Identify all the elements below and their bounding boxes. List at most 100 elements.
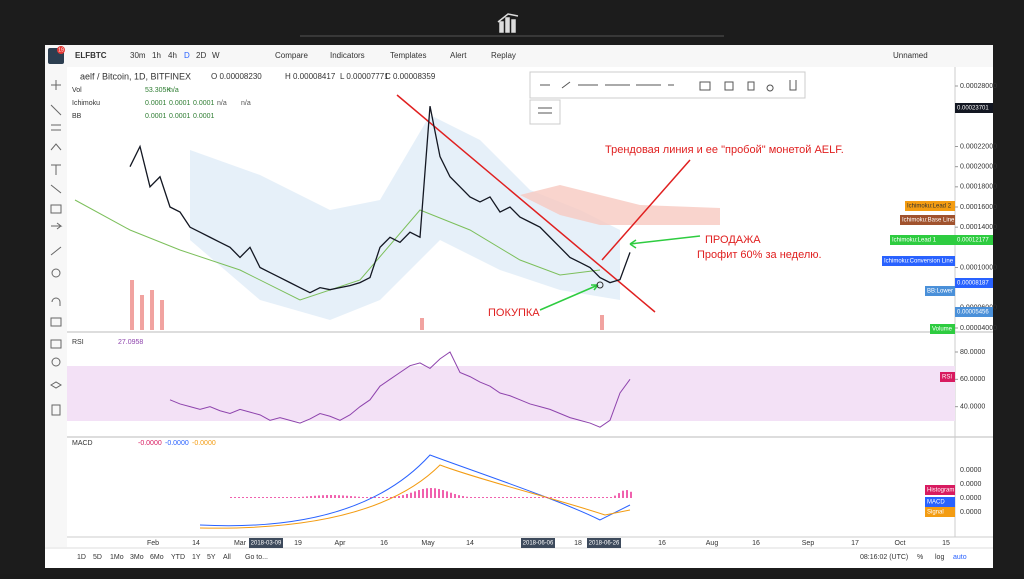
tool-icons (50, 80, 63, 416)
histogram-bar (234, 497, 236, 498)
price-tag (905, 201, 955, 211)
price-tag (882, 256, 955, 266)
top-toolbar (45, 45, 993, 67)
price-tag-label: 0.00023701 (957, 106, 989, 112)
x-tick-label: 14 (466, 540, 474, 547)
y-tick-label: 0.00022000 (960, 143, 997, 150)
rsi-title: RSI (72, 339, 84, 346)
histogram-bar (250, 497, 252, 498)
histogram-bar (342, 495, 344, 498)
histogram-bar (402, 495, 404, 498)
price-tag (955, 307, 993, 317)
histogram-bar (438, 488, 440, 498)
price-tag-label: Ichimoku:Lead 2 (907, 204, 952, 210)
histogram-bar (294, 497, 296, 498)
macd-tick-label: 0.0000 (960, 509, 982, 516)
macd-title: MACD (72, 440, 93, 447)
x-tick-label: 2018-06-26 (589, 541, 620, 547)
histogram-bar (614, 495, 616, 498)
histogram-bar (242, 497, 244, 498)
interval: W (212, 51, 220, 60)
histogram-bar (570, 497, 572, 498)
histogram-bar (454, 494, 456, 498)
histogram-bar (602, 497, 604, 498)
date-box (587, 538, 621, 548)
histogram-bar (594, 497, 596, 498)
histogram-bar (450, 492, 452, 498)
indicator-value: 0.0001 (169, 100, 191, 107)
range-button: 1Y (192, 554, 201, 561)
interval: 4h (168, 51, 177, 60)
histogram-bar (382, 497, 384, 498)
histogram-bar (410, 492, 412, 498)
histogram-bar (590, 497, 592, 498)
histogram-bar (530, 497, 532, 498)
price-tag-label: 0.00008187 (957, 281, 989, 287)
histogram-bar (270, 497, 272, 498)
bollinger-band (190, 115, 620, 320)
annotation: ПОКУПКА (488, 307, 540, 319)
arrow (601, 159, 691, 261)
x-tick-label: 15 (942, 540, 950, 547)
histogram-bar (390, 497, 392, 498)
histogram-bar (338, 495, 340, 498)
histogram-bar (606, 497, 608, 498)
x-tick-label: 16 (380, 540, 388, 547)
y-tick-label: 60.0000 (960, 376, 985, 383)
histogram-bar (510, 497, 512, 498)
annotation: Трендовая линия и ее "пробой" монетой AE… (605, 144, 844, 156)
x-tick-label: 2018-03-09 (251, 541, 282, 547)
date-box (521, 538, 555, 548)
indicator-value: 53.305K (145, 87, 171, 94)
histogram-bar (478, 497, 480, 498)
histogram-bar (326, 495, 328, 498)
y-tick-label: 0.00016000 (960, 204, 997, 211)
toolbar-button: Replay (491, 51, 516, 60)
histogram-bar (482, 497, 484, 498)
histogram-bar (230, 497, 232, 498)
log: log (935, 554, 944, 561)
indicator-value: 0.0001 (169, 113, 191, 120)
indicator-value: n/a (169, 87, 179, 94)
badge-count: 19 (58, 47, 64, 53)
legend-title: aelf / Bitcoin, 1D, BITFINEX (80, 71, 191, 81)
x-tick-label: Feb (147, 540, 159, 547)
indicator-value: n/a (241, 100, 251, 107)
trend-line (396, 94, 656, 313)
rsi-band (67, 366, 955, 421)
x-tick-label: 19 (294, 540, 302, 547)
interval: 1h (152, 51, 161, 60)
price-tag-label: 0.00005456 (957, 310, 989, 316)
x-tick-label: Mar (234, 540, 247, 547)
histogram-bar (626, 490, 628, 498)
histogram-bar (274, 497, 276, 498)
goto: Go to... (245, 554, 268, 561)
histogram-bar (314, 495, 316, 498)
rsi-tag (940, 372, 955, 382)
histogram-bar (426, 488, 428, 498)
histogram-bar (322, 495, 324, 498)
histogram-bar (526, 497, 528, 498)
indicator-name: Vol (72, 87, 82, 94)
histogram-bar (286, 497, 288, 498)
histogram-bar (498, 497, 500, 498)
x-tick-label: Apr (335, 540, 347, 547)
histogram-bar (470, 497, 472, 498)
histogram-bar (566, 497, 568, 498)
indicator-value: 0.0001 (193, 113, 215, 120)
annotation: ПРОДАЖА (705, 234, 761, 246)
macd-tag-label: Signal (927, 510, 944, 516)
annotation: Профит 60% за неделю. (697, 249, 822, 261)
toolbar-popup (529, 71, 806, 125)
range-button: 1Mo (110, 554, 124, 561)
y-tick-label: 0.00028000 (960, 83, 997, 90)
indicator-value: 0.0001 (145, 100, 167, 107)
indicator-value: n/a (217, 100, 227, 107)
ohlc: L 0.00007771 (340, 72, 389, 81)
histogram-bar (358, 496, 360, 498)
toolbar-button: Alert (450, 51, 467, 60)
histogram-bar (258, 497, 260, 498)
indicator-name: Ichimoku (72, 100, 100, 107)
macd-tag-label: MACD (927, 500, 945, 506)
histogram-bar (282, 497, 284, 498)
